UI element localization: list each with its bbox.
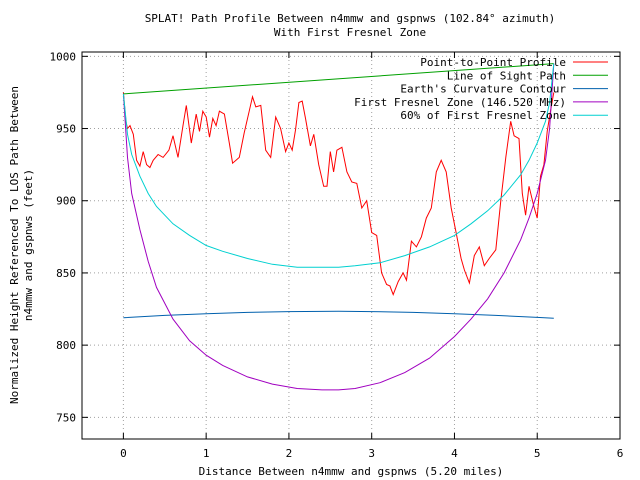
x-tick-label: 2 <box>286 447 293 460</box>
x-tick-label: 3 <box>368 447 375 460</box>
y-tick-label: 750 <box>56 411 76 424</box>
y-tick-label: 800 <box>56 339 76 352</box>
fresnel-60-line <box>122 63 555 268</box>
y-tick-label: 900 <box>56 195 76 208</box>
chart-subtitle: With First Fresnel Zone <box>274 26 426 39</box>
plot-area <box>122 63 555 391</box>
earth-curvature-line <box>123 310 554 319</box>
plot-frame <box>81 51 621 440</box>
fresnel-zone-line <box>122 63 555 391</box>
y-tick-label: 1000 <box>50 50 77 63</box>
legend-label: 60% of First Fresnel Zone <box>400 109 566 122</box>
legend-label: Point-to-Point Profile <box>420 56 566 69</box>
legend-label: Earth's Curvature Contour <box>400 83 566 96</box>
y-axis-label-line2: n4mmw and gspnws (feet) <box>22 169 35 321</box>
y-tick-label: 950 <box>56 123 76 136</box>
legend-label: First Fresnel Zone (146.520 MHz) <box>354 96 566 109</box>
axis-ticks: 0 1 2 3 4 5 6 750 800 850 900 950 1000 <box>50 50 624 460</box>
chart-title: SPLAT! Path Profile Between n4mmw and gs… <box>145 12 556 25</box>
x-axis-label: Distance Between n4mmw and gspnws (5.20 … <box>199 465 504 478</box>
x-tick-label: 6 <box>617 447 624 460</box>
x-tick-label: 1 <box>203 447 210 460</box>
line-of-sight-line <box>123 63 554 95</box>
profile-line <box>122 92 555 297</box>
x-tick-label: 4 <box>451 447 458 460</box>
legend-label: Line of Sight Path <box>447 69 566 82</box>
x-tick-label: 0 <box>120 447 127 460</box>
x-tick-label: 5 <box>534 447 541 460</box>
y-tick-label: 850 <box>56 267 76 280</box>
y-axis-label-line1: Normalized Height Referenced To LOS Path… <box>8 86 21 404</box>
